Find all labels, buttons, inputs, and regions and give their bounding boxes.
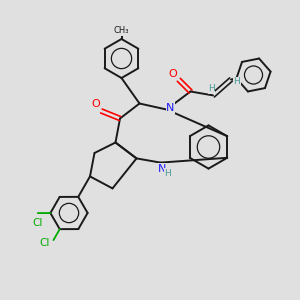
- Text: O: O: [168, 69, 177, 80]
- Text: H: H: [234, 77, 240, 86]
- Text: Cl: Cl: [40, 238, 50, 248]
- Text: Cl: Cl: [32, 218, 43, 229]
- Text: O: O: [92, 99, 100, 110]
- Text: N: N: [166, 103, 175, 113]
- Text: CH₃: CH₃: [114, 26, 129, 35]
- Text: N: N: [158, 164, 166, 174]
- Text: H: H: [208, 84, 215, 93]
- Text: H: H: [164, 169, 171, 178]
